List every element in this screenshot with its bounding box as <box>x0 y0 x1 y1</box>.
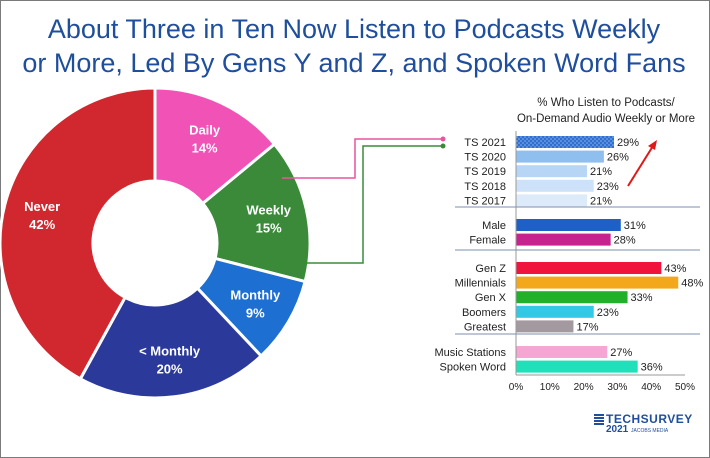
donut-label-daily: Daily <box>189 123 221 138</box>
donut-label-monthly: Monthly <box>230 287 281 302</box>
x-tick-label-50: 50% <box>675 382 695 393</box>
donut-label-never: Never <box>24 199 60 214</box>
donut-value-monthly: 20% <box>157 362 183 377</box>
bar-female <box>516 233 611 246</box>
bar-chart-title-line-2: On-Demand Audio Weekly or More <box>517 113 695 125</box>
bar-label-boomers: Boomers <box>462 307 507 319</box>
bar-value-greatest: 17% <box>576 321 598 333</box>
bar-value-ts-2018: 23% <box>597 181 619 193</box>
bar-value-gen-z: 43% <box>664 263 686 275</box>
bar-label-gen-x: Gen X <box>475 292 507 304</box>
techsurvey-logo: TECHSURVEY 2021 JACOBS MEDIA <box>594 412 693 435</box>
bar-ts-2018 <box>516 179 594 192</box>
chart-title-line-2: or More, Led By Gens Y and Z, and Spoken… <box>22 48 686 78</box>
bar-label-male: Male <box>482 220 506 232</box>
donut-value-weekly: 15% <box>256 221 282 236</box>
trend-arrow-line <box>627 145 654 187</box>
donut-slice-never <box>0 86 157 381</box>
trend-arrow-icon <box>648 140 657 150</box>
bar-boomers <box>516 305 594 318</box>
connector-daily <box>282 138 443 179</box>
bar-label-ts-2020: TS 2020 <box>464 152 506 164</box>
donut-value-monthly: 9% <box>246 305 265 320</box>
connector-weekly <box>297 145 443 264</box>
bar-ts-2021 <box>516 136 615 148</box>
logo-line-2-small: JACOBS MEDIA <box>631 428 669 434</box>
x-tick-label-10: 10% <box>540 382 560 393</box>
logo-bars-icon <box>594 414 604 428</box>
bar-label-spoken-word: Spoken Word <box>440 362 506 374</box>
bar-value-ts-2020: 26% <box>607 152 629 164</box>
chart-title-line-1: About Three in Ten Now Listen to Podcast… <box>47 14 661 44</box>
bar-value-boomers: 23% <box>597 307 619 319</box>
donut-slice-daily <box>153 86 277 206</box>
donut-value-never: 42% <box>29 217 55 232</box>
bar-label-millennials: Millennials <box>455 278 507 290</box>
bar-value-music-stations: 27% <box>610 347 632 359</box>
bar-ts-2019 <box>516 165 587 178</box>
bar-value-ts-2017: 21% <box>590 195 612 207</box>
bar-label-ts-2021: TS 2021 <box>464 137 506 149</box>
bar-label-ts-2017: TS 2017 <box>464 195 506 207</box>
bar-gen-x <box>516 291 628 304</box>
bar-label-ts-2018: TS 2018 <box>464 181 506 193</box>
bar-chart-title-line-1: % Who Listen to Podcasts/ <box>537 97 675 109</box>
x-tick-label-20: 20% <box>574 382 594 393</box>
bar-label-ts-2019: TS 2019 <box>464 166 506 178</box>
bar-millennials <box>516 276 679 289</box>
logo-line-2: 2021 JACOBS MEDIA <box>606 424 693 435</box>
connector-weekly-dot <box>440 143 446 149</box>
donut-value-daily: 14% <box>192 141 218 156</box>
bar-ts-2017 <box>516 194 587 207</box>
bar-label-greatest: Greatest <box>464 321 506 333</box>
connector-daily-dot <box>440 136 446 142</box>
bar-value-spoken-word: 36% <box>641 362 663 374</box>
bar-value-ts-2021: 29% <box>617 137 639 149</box>
donut-chart: Daily 14% Weekly 15% Monthly 9% < Monthly 20% Ne… <box>0 86 312 400</box>
bar-value-ts-2019: 21% <box>590 166 612 178</box>
x-tick-label-40: 40% <box>641 382 661 393</box>
bar-value-male: 31% <box>624 220 646 232</box>
donut-label-monthly: < Monthly <box>139 344 201 359</box>
bar-label-female: Female <box>469 235 506 247</box>
donut-slice-monthly <box>78 286 264 400</box>
bar-value-millennials: 48% <box>681 278 703 290</box>
x-tick-label-0: 0% <box>509 382 524 393</box>
bar-male <box>516 219 621 231</box>
donut-label-weekly: Weekly <box>246 203 291 218</box>
bar-value-gen-x: 33% <box>631 292 653 304</box>
bar-value-female: 28% <box>614 235 636 247</box>
x-tick-label-30: 30% <box>607 382 627 393</box>
bar-label-gen-z: Gen Z <box>475 263 506 275</box>
bar-ts-2020 <box>516 150 604 163</box>
connector-lines <box>282 136 446 264</box>
bar-gen-z <box>516 262 662 274</box>
bar-chart: % Who Listen to Podcasts/On-Demand Audio… <box>434 97 703 393</box>
bar-spoken-word <box>516 360 638 373</box>
bar-music-stations <box>516 346 608 358</box>
logo-year: 2021 <box>606 424 629 435</box>
chart-title: About Three in Ten Now Listen to Podcast… <box>0 12 708 80</box>
bar-greatest <box>516 320 574 333</box>
logo-line-1: TECHSURVEY <box>606 412 693 426</box>
bar-label-music-stations: Music Stations <box>434 347 506 359</box>
